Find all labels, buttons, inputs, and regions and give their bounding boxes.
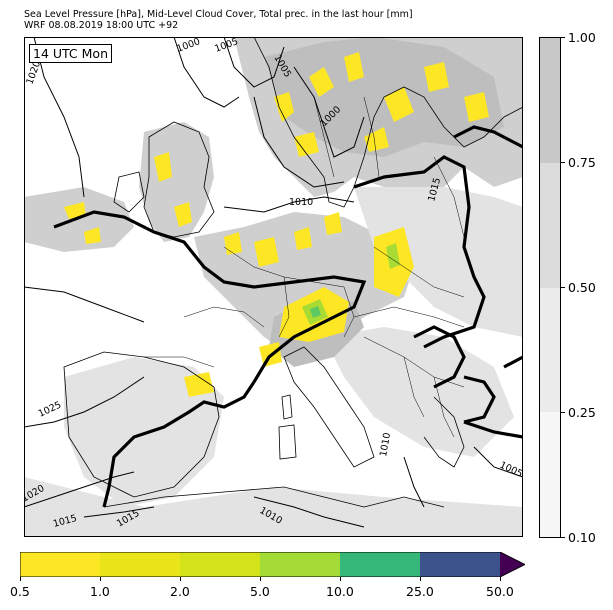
- precip-colorbar-svg: [19, 551, 527, 578]
- precip-segment: [20, 552, 100, 577]
- british-coast: [143, 121, 215, 238]
- cloud-tick-mark: [561, 37, 565, 38]
- iberia-coast: [63, 351, 220, 498]
- map-border: [24, 37, 523, 537]
- precip-poland-heavy: [386, 243, 400, 269]
- precip-tick-label: 50.0: [486, 584, 514, 599]
- precip-tick-mark: [340, 577, 341, 581]
- italy-coast: [283, 346, 375, 468]
- precip-tick-label: 1.0: [90, 584, 110, 599]
- cloud-tick-label: 0.10: [568, 530, 596, 545]
- cloud-colorbar-segment: [540, 412, 560, 537]
- scandinavia-coast: [253, 37, 523, 208]
- precip-segment: [420, 552, 500, 577]
- map-canvas: 1020 1000 1005 1005 1000 1010 1015 1025 …: [24, 37, 523, 537]
- precip-tick-label: 5.0: [250, 584, 270, 599]
- precip-segment: [180, 552, 260, 577]
- precip-tick-mark: [180, 577, 181, 581]
- cloud-colorbar-segment: [540, 162, 560, 288]
- ireland-coast: [113, 171, 145, 213]
- precip-segment: [340, 552, 420, 577]
- isobars: [24, 37, 523, 528]
- isobar-1015-bold: [53, 125, 523, 508]
- precip-germany: [224, 212, 342, 267]
- weather-map: 1020 1000 1005 1005 1000 1010 1015 1025 …: [24, 37, 523, 537]
- chart-title-line1: Sea Level Pressure [hPa], Mid-Level Clou…: [24, 9, 413, 20]
- cloud-tick-label: 0.75: [568, 155, 596, 170]
- precip-tick-mark: [20, 577, 21, 581]
- precip-tick-label: 0.5: [10, 584, 30, 599]
- corsica-coast: [281, 394, 293, 420]
- precip-tick-mark: [100, 577, 101, 581]
- precip-colorbar-outline: [19, 551, 527, 578]
- precip-atlantic: [64, 202, 101, 244]
- precipitation-colorbar: [19, 551, 527, 578]
- precip-tick-mark: [260, 577, 261, 581]
- precip-segment: [100, 552, 180, 577]
- cloud-cover-colorbar: [539, 37, 561, 538]
- eastern-europe-cloud: [354, 187, 523, 337]
- precip-tick-mark: [500, 577, 501, 581]
- country-borders: [144, 96, 465, 438]
- precip-scandinavia: [274, 52, 489, 157]
- cloud-tick-mark: [561, 287, 565, 288]
- cloud-tick-label: 1.00: [568, 30, 596, 45]
- time-label: 14 UTC Mon: [29, 44, 112, 63]
- chart-title-line2: WRF 08.08.2019 18:00 UTC +92: [24, 20, 179, 31]
- cloud-tick-label: 0.25: [568, 405, 596, 420]
- precip-tick-mark: [420, 577, 421, 581]
- sardinia-coast: [278, 424, 297, 460]
- precip-british-isles: [154, 152, 192, 227]
- atlantic-cloud: [24, 187, 134, 252]
- central-europe-cloud: [194, 212, 414, 357]
- precip-segment: [260, 552, 340, 577]
- cloud-tick-label: 0.50: [568, 280, 596, 295]
- precip-tick-label: 10.0: [326, 584, 354, 599]
- precip-tick-label: 2.0: [170, 584, 190, 599]
- precip-extend-arrow: [500, 552, 525, 577]
- north-africa-cloud: [24, 477, 523, 537]
- cloud-tick-mark: [561, 537, 565, 538]
- africa-coast: [103, 486, 445, 508]
- cloud-tick-mark: [561, 162, 565, 163]
- british-isles-cloud: [139, 122, 214, 242]
- coastlines: [63, 37, 523, 508]
- isobar-label: 1010: [289, 197, 313, 208]
- cloud-colorbar-segment: [540, 287, 560, 413]
- precip-tick-label: 25.0: [406, 584, 434, 599]
- isobar-label: 1010: [378, 432, 393, 458]
- precip-alps-core: [310, 306, 321, 318]
- cloud-colorbar-segment: [540, 38, 560, 163]
- greece-coast: [423, 396, 465, 468]
- cloud-tick-mark: [561, 412, 565, 413]
